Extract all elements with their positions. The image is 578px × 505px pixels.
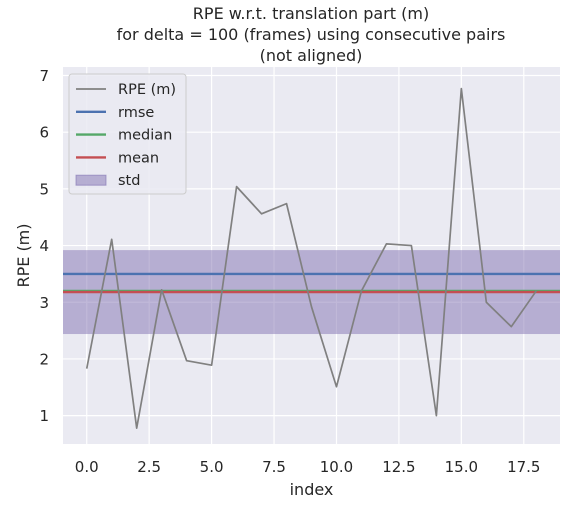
- x-tick-label: 17.5: [507, 458, 540, 476]
- chart-title-line-1: RPE w.r.t. translation part (m): [193, 4, 429, 23]
- y-tick-label: 1: [39, 407, 49, 425]
- y-tick-label: 6: [39, 124, 49, 142]
- y-tick-label: 2: [39, 350, 49, 368]
- x-tick-label: 10.0: [320, 458, 353, 476]
- rpe-line: [85, 87, 537, 429]
- x-axis-label: index: [290, 480, 334, 499]
- x-tick-label: 0.0: [75, 458, 99, 476]
- legend-label: mean: [118, 150, 159, 166]
- chart-title: RPE w.r.t. translation part (m) for delta…: [117, 4, 506, 65]
- y-tick-label: 5: [39, 180, 49, 198]
- y-axis-ticks: 1 2 3 4 5 6 7: [39, 67, 49, 425]
- legend-label: std: [118, 173, 140, 189]
- legend: RPE (m) rmse median mean std: [68, 73, 187, 195]
- x-tick-label: 5.0: [200, 458, 224, 476]
- legend-label: rmse: [118, 105, 154, 121]
- legend-swatch-std: [75, 174, 107, 186]
- chart-title-line-3: (not aligned): [260, 46, 363, 65]
- y-tick-label: 3: [39, 294, 49, 312]
- x-axis-ticks: 0.0 2.5 5.0 7.5 10.0 12.5 15.0 17.5: [75, 458, 541, 476]
- x-tick-label: 7.5: [262, 458, 286, 476]
- legend-box: [68, 73, 187, 195]
- stat-lines-layer: [63, 272, 560, 294]
- y-tick-label: 7: [39, 67, 49, 85]
- legend-label: RPE (m): [118, 82, 176, 98]
- y-tick-label: 4: [39, 237, 49, 255]
- rpe-series-layer: [85, 87, 537, 429]
- x-tick-label: 12.5: [382, 458, 415, 476]
- legend-label: median: [118, 128, 172, 144]
- x-tick-label: 2.5: [137, 458, 161, 476]
- chart-title-line-2: for delta = 100 (frames) using consecuti…: [117, 25, 506, 44]
- x-tick-label: 15.0: [445, 458, 478, 476]
- y-axis-label: RPE (m): [14, 223, 33, 287]
